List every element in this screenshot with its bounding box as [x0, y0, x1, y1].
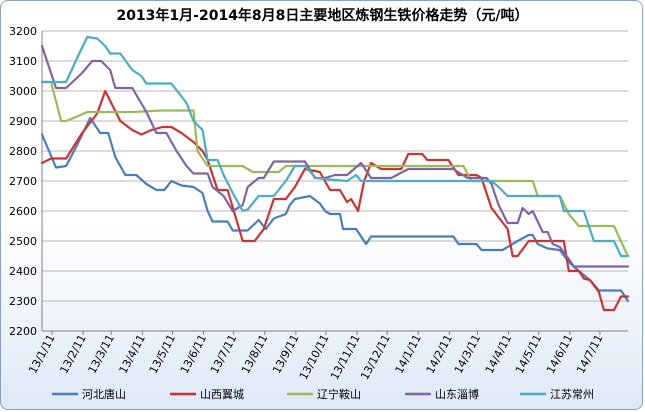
y-tick-label: 3000 — [9, 85, 37, 98]
series-lines — [40, 35, 630, 312]
x-tick-label: 13/7/11 — [208, 332, 239, 376]
legend-label-4: 山东淄博 — [435, 388, 479, 401]
x-tick-label: 14/6/11 — [544, 332, 575, 376]
x-tick-label: 14/7/11 — [574, 332, 605, 376]
legend-label-5: 江苏常州 — [550, 388, 594, 401]
series-line-1 — [40, 116, 630, 303]
x-tick-label: 13/11/11 — [328, 332, 363, 382]
x-tick-label: 13/8/11 — [239, 332, 270, 376]
y-tick-label: 2700 — [9, 175, 37, 188]
x-tick-label: 13/9/11 — [270, 332, 301, 376]
legend-label-1: 河北唐山 — [82, 387, 126, 401]
x-tick-label: 14/5/11 — [513, 332, 544, 376]
y-tick-label: 2200 — [9, 325, 37, 338]
y-tick-labels: 2200 2300 2400 2500 2600 2700 2800 2900 3000 3100… — [9, 25, 37, 338]
y-tick-label: 2900 — [9, 115, 37, 128]
series-line-4 — [40, 44, 630, 268]
x-tick-label: 13/10/11 — [297, 332, 332, 382]
x-tick-label: 14/1/11 — [393, 332, 424, 376]
y-tick-label: 3100 — [9, 55, 37, 68]
series-line-5 — [40, 35, 630, 258]
series-line-2 — [40, 89, 630, 312]
x-tick-label: 13/1/11 — [26, 332, 57, 376]
series-line-3 — [40, 80, 630, 258]
x-tick-label: 13/5/11 — [147, 332, 178, 376]
y-tick-label: 2800 — [9, 145, 37, 158]
x-tick-label: 13/3/11 — [85, 332, 116, 376]
x-tick-label: 13/6/11 — [178, 332, 209, 376]
legend: 河北唐山 山西翼城 辽宁鞍山 山东淄博 江苏常州 — [52, 387, 594, 401]
y-tick-label: 3200 — [9, 25, 37, 38]
x-tick-label: 13/12/11 — [358, 332, 393, 382]
y-tick-label: 2400 — [9, 265, 37, 278]
y-tick-label: 2300 — [9, 295, 37, 308]
x-tick-label: 14/2/11 — [424, 332, 455, 376]
y-tick-label: 2500 — [9, 235, 37, 248]
legend-label-3: 辽宁鞍山 — [317, 387, 361, 401]
legend-label-2: 山西翼城 — [200, 388, 244, 401]
axes — [41, 31, 628, 335]
y-tick-label: 2600 — [9, 205, 37, 218]
chart-title: 2013年1月-2014年8月8日主要地区炼钢生铁价格走势（元/吨） — [116, 8, 529, 24]
x-tick-label: 14/4/11 — [483, 332, 514, 376]
x-tick-label: 13/2/11 — [57, 332, 88, 376]
x-tick-label: 13/4/11 — [117, 332, 148, 376]
x-tick-label: 14/3/11 — [452, 332, 483, 376]
